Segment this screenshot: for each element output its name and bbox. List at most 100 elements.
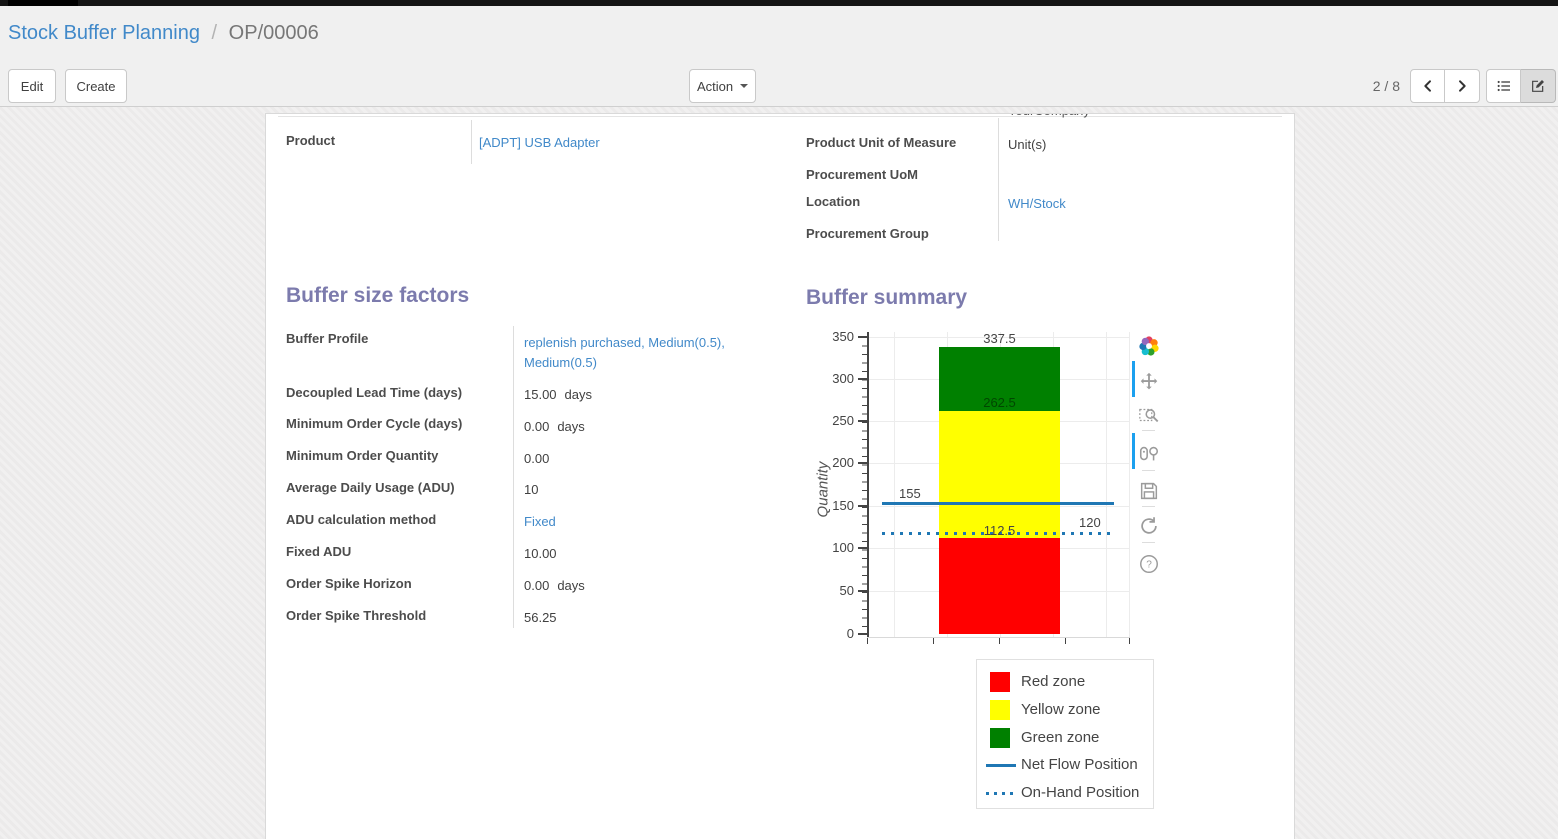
decoupled-lead-time-label: Decoupled Lead Time (days) xyxy=(286,385,463,400)
y-tick-300: 300 xyxy=(832,371,854,386)
buffer-profile-label: Buffer Profile xyxy=(286,331,369,346)
fixed-adu-value: 10.00 xyxy=(524,546,557,561)
breadcrumb-link[interactable]: Stock Buffer Planning xyxy=(8,22,200,44)
red-swatch xyxy=(990,672,1010,692)
green-zone-bar xyxy=(939,347,1060,411)
clipped-company-value: YourCompany xyxy=(1008,114,1138,119)
reset-axes-icon[interactable] xyxy=(1138,515,1160,537)
pager-next-button[interactable] xyxy=(1445,69,1480,103)
adu-method-value-link[interactable]: Fixed xyxy=(524,514,556,529)
yellow-swatch xyxy=(990,700,1010,720)
create-button[interactable]: Create xyxy=(65,69,127,103)
view-switch-form-button[interactable] xyxy=(1521,69,1556,103)
legend-item-net-flow-position[interactable]: Net Flow Position xyxy=(977,754,1155,778)
field-separator xyxy=(998,118,999,241)
save-image-icon[interactable] xyxy=(1138,480,1160,502)
list-icon xyxy=(1497,80,1510,92)
chevron-right-icon xyxy=(1459,80,1466,92)
top-navbar-strip xyxy=(0,0,1558,8)
adu-value: 10 xyxy=(524,482,539,497)
chevron-left-icon xyxy=(1423,80,1431,92)
green-bottom-value: 262.5 xyxy=(983,395,1016,410)
days-suffix: days xyxy=(557,578,585,593)
order-spike-threshold-label: Order Spike Threshold xyxy=(286,608,427,623)
days-suffix: days xyxy=(564,387,593,402)
pager-buttons xyxy=(1410,69,1480,103)
solid-line-swatch xyxy=(986,764,1016,767)
form-sheet: YourCompany Product [ADPT] USB Adapter P… xyxy=(265,113,1295,839)
location-value-link[interactable]: WH/Stock xyxy=(1008,196,1066,211)
decoupled-lead-time-value: 15.00 days xyxy=(524,387,593,402)
green-swatch xyxy=(990,728,1010,748)
breadcrumb-current: OP/00006 xyxy=(228,22,319,44)
product-uom-value: Unit(s) xyxy=(1008,137,1047,152)
pager-prev-button[interactable] xyxy=(1410,69,1445,103)
on-hand-value: 120 xyxy=(1079,515,1101,530)
days-suffix: days xyxy=(557,419,585,434)
clipped-row-divider xyxy=(278,116,1282,117)
product-label: Product xyxy=(286,133,336,148)
y-tick-100: 100 xyxy=(832,540,854,555)
product-uom-label: Product Unit of Measure xyxy=(806,135,957,150)
legend-item-red-zone[interactable]: Red zone xyxy=(977,671,1155,695)
adu-label: Average Daily Usage (ADU) xyxy=(286,480,455,495)
y-tick-50: 50 xyxy=(839,583,854,598)
buffer-size-factors-title: Buffer size factors xyxy=(286,284,470,307)
form-icon xyxy=(1532,80,1544,92)
control-panel: Stock Buffer Planning / OP/00006 Edit Cr… xyxy=(0,6,1558,107)
y-tick-250: 250 xyxy=(832,413,854,428)
edit-button[interactable]: Edit xyxy=(8,69,56,103)
order-spike-threshold-value: 56.25 xyxy=(524,610,557,625)
adu-method-label: ADU calculation method xyxy=(286,512,437,527)
view-switcher xyxy=(1486,69,1556,103)
net-flow-value: 155 xyxy=(899,486,921,501)
view-switch-list-button[interactable] xyxy=(1486,69,1521,103)
red-top-value: 112.5 xyxy=(983,523,1016,538)
breadcrumb-separator: / xyxy=(211,22,218,44)
field-separator xyxy=(471,120,472,164)
legend-item-on-hand-position[interactable]: On-Hand Position xyxy=(977,782,1155,806)
plotly-logo-icon[interactable] xyxy=(1138,335,1160,357)
y-axis-minor-ticks xyxy=(862,337,867,635)
green-top-value: 337.5 xyxy=(983,331,1016,346)
pan-icon[interactable] xyxy=(1138,371,1160,393)
y-axis-line xyxy=(867,332,869,638)
min-order-cycle-label: Minimum Order Cycle (days) xyxy=(286,416,463,431)
min-order-qty-value: 0.00 xyxy=(524,451,550,466)
chart-legend: Red zone Yellow zone Green zone Net Flow… xyxy=(976,659,1154,809)
min-order-qty-label: Minimum Order Quantity xyxy=(286,448,439,463)
y-tick-0: 0 xyxy=(846,626,854,641)
order-spike-horizon-value: 0.00 days xyxy=(524,578,585,593)
location-label: Location xyxy=(806,194,861,209)
procurement-group-label: Procurement Group xyxy=(806,226,929,241)
x-axis-line xyxy=(867,637,1130,638)
modebar-active-indicator xyxy=(1132,361,1135,397)
action-button[interactable]: Action xyxy=(689,69,756,103)
y-axis-label: Quantity xyxy=(814,461,832,518)
net-flow-position-line xyxy=(882,502,1114,505)
order-spike-horizon-label: Order Spike Horizon xyxy=(286,576,412,591)
y-tick-350: 350 xyxy=(832,329,854,344)
caret-down-icon xyxy=(740,84,749,88)
modebar-active-indicator xyxy=(1132,433,1135,469)
breadcrumb: Stock Buffer Planning / OP/00006 xyxy=(8,22,319,45)
top-navbar-tab xyxy=(8,0,78,8)
buffer-summary-title: Buffer summary xyxy=(806,286,968,309)
legend-item-green-zone[interactable]: Green zone xyxy=(977,727,1155,751)
product-value-link[interactable]: [ADPT] USB Adapter xyxy=(479,135,600,150)
min-order-cycle-value: 0.00 days xyxy=(524,419,585,434)
legend-item-yellow-zone[interactable]: Yellow zone xyxy=(977,699,1155,723)
on-hand-position-line xyxy=(882,532,1114,535)
buffer-profile-value-link[interactable]: replenish purchased, Medium(0.5), Medium… xyxy=(524,335,725,371)
action-button-label: Action xyxy=(696,78,734,94)
y-tick-150: 150 xyxy=(832,498,854,513)
y-tick-200: 200 xyxy=(832,455,854,470)
fixed-adu-label: Fixed ADU xyxy=(286,544,352,559)
compare-hover-icon[interactable] xyxy=(1138,443,1160,465)
procurement-uom-label: Procurement UoM xyxy=(806,167,918,182)
box-zoom-icon[interactable] xyxy=(1138,404,1160,426)
help-icon[interactable]: ? xyxy=(1138,553,1160,575)
svg-text:?: ? xyxy=(1146,560,1152,571)
yellow-zone-bar xyxy=(939,411,1060,538)
field-separator xyxy=(513,326,514,628)
